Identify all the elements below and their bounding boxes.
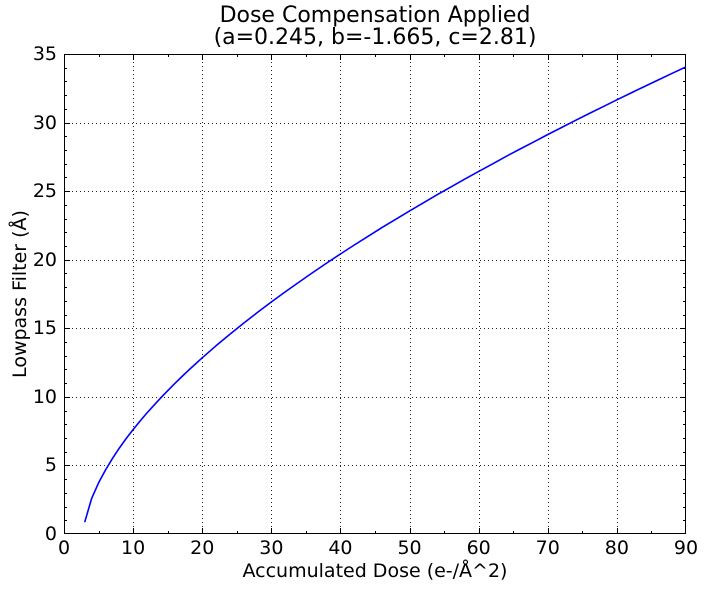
y-axis-label: Lowpass Filter (Å) (9, 210, 31, 378)
y-tick-label: 10 (32, 385, 57, 408)
x-axis-label: Accumulated Dose (e-/Å^2) (242, 560, 508, 582)
x-tick-label: 50 (397, 537, 422, 559)
lowpass-filter-curve (83, 66, 686, 523)
y-tick-label: 25 (32, 180, 57, 203)
x-tick-label: 90 (673, 537, 699, 559)
y-tick-label: 5 (44, 454, 57, 477)
x-tick-label: 80 (604, 537, 629, 559)
y-tick-label: 35 (32, 43, 57, 65)
chart-title: Dose Compensation Applied (a=0.245, b=-1… (64, 5, 686, 49)
chart-title-line1: Dose Compensation Applied (219, 3, 531, 28)
x-tick-label: 20 (190, 537, 215, 559)
x-tick-label: 10 (121, 537, 146, 559)
y-tick-label: 15 (32, 317, 57, 340)
x-tick-label: 30 (259, 537, 284, 559)
y-tick-label: 0 (44, 523, 57, 545)
chart-title-line2: (a=0.245, b=-1.665, c=2.81) (213, 25, 537, 50)
plot-area (64, 54, 686, 534)
y-tick-label: 20 (32, 248, 57, 271)
x-tick-label: 0 (57, 537, 71, 559)
axes-frame (64, 54, 686, 534)
x-tick-label: 60 (466, 537, 491, 559)
x-tick-label: 70 (535, 537, 560, 559)
y-tick-label: 30 (32, 111, 57, 134)
x-tick-label: 40 (328, 537, 353, 559)
